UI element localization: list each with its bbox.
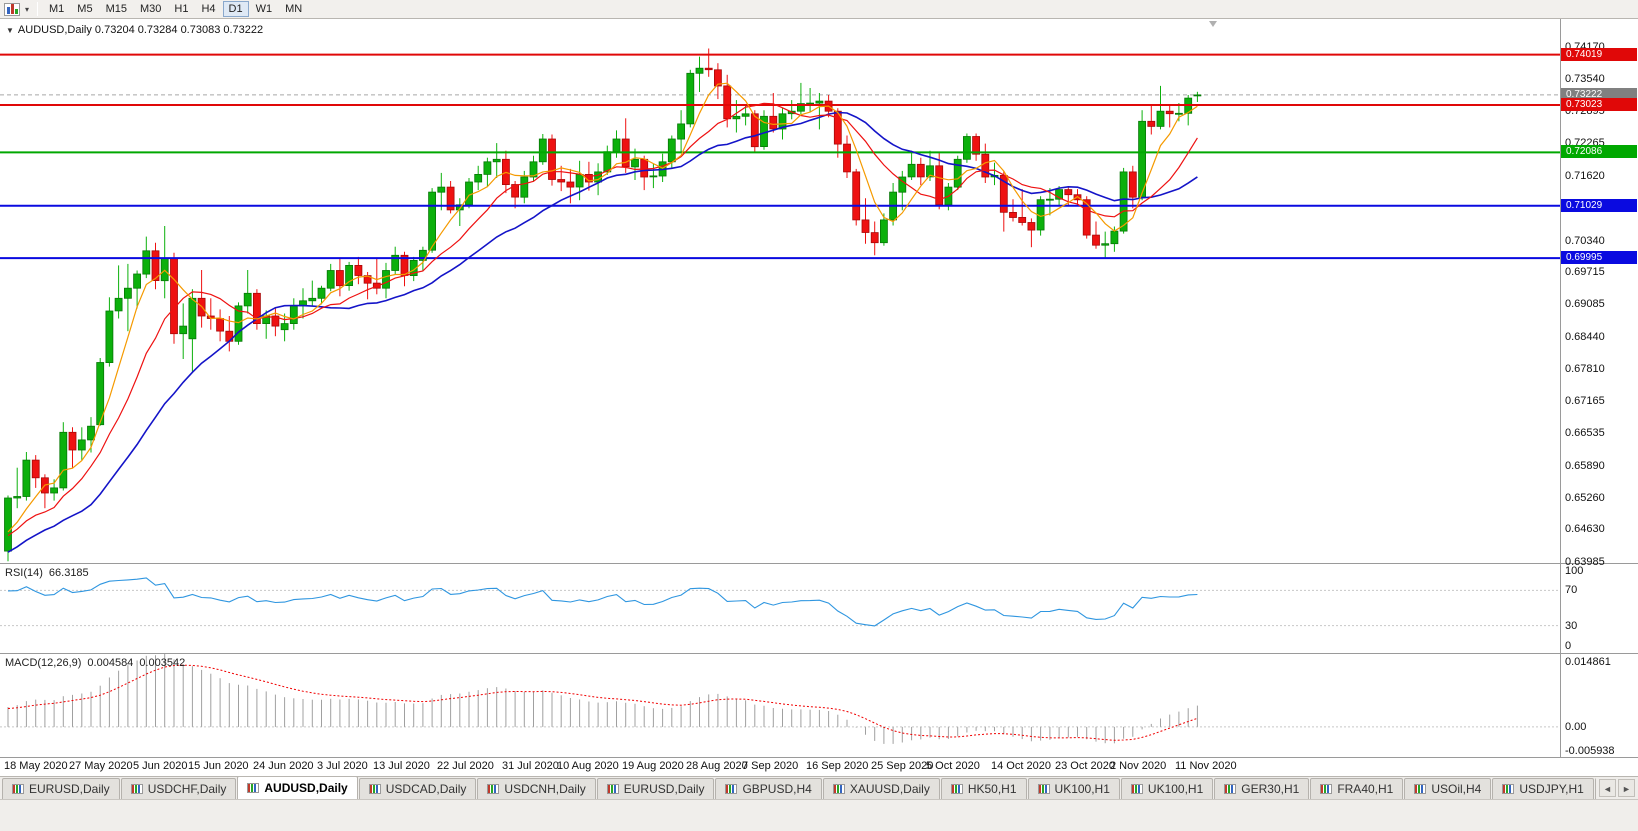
panel-splitter-macd-dates	[0, 757, 1638, 758]
chart-tab-EURUSD-Daily[interactable]: EURUSD,Daily	[2, 778, 120, 799]
chart-tab-icon	[368, 784, 381, 794]
panel-splitter-rsi-macd[interactable]	[0, 653, 1638, 654]
chart-tab-label: XAUUSD,Daily	[849, 782, 930, 796]
macd-signal-value: 0.003542	[139, 657, 186, 669]
chart-tab-icon	[487, 784, 500, 794]
chart-tab-GBPUSD-H4[interactable]: GBPUSD,H4	[715, 778, 822, 799]
rsi-value: 66.3185	[48, 567, 89, 579]
chart-tab-label: UK100,H1	[1054, 782, 1110, 796]
chart-title: ▼ AUDUSD,Daily 0.73204 0.73284 0.73083 0…	[6, 24, 263, 36]
chart-tab-USDJPY-H1[interactable]: USDJPY,H1	[1492, 778, 1594, 799]
chart-tab-label: USOil,H4	[1431, 782, 1482, 796]
chart-tab-USOil-H4[interactable]: USOil,H4	[1404, 778, 1492, 799]
chart-tab-icon	[606, 784, 619, 794]
timeframe-button-M30[interactable]: M30	[139, 3, 162, 15]
time-axis[interactable]	[0, 758, 1560, 776]
timeframe-button-M15[interactable]: M15	[105, 3, 127, 15]
chart-tab-label: GBPUSD,H4	[742, 782, 812, 796]
chart-tab-USDCNH-Daily[interactable]: USDCNH,Daily	[477, 778, 596, 799]
chart-tab-bar: EURUSD,Daily USDCHF,Daily AUDUSD,Daily USDC…	[0, 776, 1638, 799]
rsi-panel[interactable]	[0, 564, 1560, 652]
timeframe-button-M1[interactable]: M1	[49, 3, 65, 15]
chart-tab-icon	[247, 783, 260, 793]
chart-tab-EURUSD-Daily[interactable]: EURUSD,Daily	[596, 778, 715, 799]
chart-tab-icon	[1130, 784, 1143, 794]
price-axis[interactable]	[1561, 19, 1638, 757]
chart-tab-XAUUSD-Daily[interactable]: XAUUSD,Daily	[822, 778, 940, 799]
chart-tab-icon	[1320, 784, 1333, 794]
timeframe-button-D1[interactable]: D1	[222, 1, 249, 17]
chart-tab-icon	[832, 784, 845, 794]
chart-tab-label: GER30,H1	[1241, 782, 1300, 796]
chart-tab-icon	[725, 784, 738, 794]
chart-tab-icon	[1037, 784, 1050, 794]
chart-tab-label: HK50,H1	[967, 782, 1017, 796]
chart-tab-label: USDCNH,Daily	[504, 782, 586, 796]
macd-main-value: 0.004584	[87, 657, 134, 669]
chart-tab-icon	[950, 784, 963, 794]
chart-tab-label: USDJPY,H1	[1519, 782, 1584, 796]
chart-tab-label: AUDUSD,Daily	[264, 781, 348, 795]
chart-tab-icon	[1502, 784, 1515, 794]
chart-tab-label: EURUSD,Daily	[29, 782, 110, 796]
chart-background	[0, 19, 1638, 776]
chart-tab-label: UK100,H1	[1147, 782, 1204, 796]
chart-tab-HK50-H1[interactable]: HK50,H1	[940, 778, 1027, 799]
chart-tab-AUDUSD-Daily[interactable]: AUDUSD,Daily	[237, 777, 358, 799]
timeframe-button-W1[interactable]: W1	[255, 3, 273, 15]
macd-label: MACD(12,26,9) 0.004584 0.003542	[5, 657, 185, 669]
timeframe-group: M1 M5 M15 M30 H1 H4 D1 W1 MN	[43, 1, 308, 17]
chart-tab-GER30-H1[interactable]: GER30,H1	[1214, 778, 1310, 799]
top-toolbar: ▾ M1 M5 M15 M30 H1 H4 D1 W1 MN	[0, 0, 1638, 19]
chart-tab-icon	[130, 784, 143, 794]
timeframe-button-H1[interactable]: H1	[174, 3, 189, 15]
chart-tab-label: EURUSD,Daily	[623, 782, 705, 796]
timeframe-button-MN[interactable]: MN	[285, 3, 303, 15]
tab-scroll-group: ◄ ►	[1596, 777, 1638, 799]
rsi-label: RSI(14) 66.3185	[5, 567, 89, 579]
macd-panel[interactable]	[0, 654, 1560, 756]
timeframe-button-M5[interactable]: M5	[77, 3, 93, 15]
main-chart[interactable]	[0, 19, 1560, 563]
chart-ohlc-text: AUDUSD,Daily 0.73204 0.73284 0.73083 0.7…	[17, 24, 264, 36]
chart-shift-marker-icon	[1209, 21, 1217, 27]
price-axis-separator	[1560, 19, 1561, 757]
chart-tab-UK100-H1[interactable]: UK100,H1	[1120, 778, 1214, 799]
timeframe-button-H4[interactable]: H4	[201, 3, 216, 15]
chart-tab-FRA40-H1[interactable]: FRA40,H1	[1310, 778, 1404, 799]
tab-scroll-right-button[interactable]: ►	[1618, 779, 1635, 797]
charts-toolbar-icon[interactable]	[4, 2, 20, 16]
symbol-dropdown-icon[interactable]: ▼	[6, 25, 14, 35]
chart-tab-label: FRA40,H1	[1337, 782, 1394, 796]
toolbar-separator	[37, 2, 39, 16]
chart-tab-UK100-H1[interactable]: UK100,H1	[1027, 778, 1120, 799]
macd-name: MACD(12,26,9)	[5, 657, 82, 669]
chart-tab-label: USDCAD,Daily	[385, 782, 467, 796]
chart-tab-USDCHF-Daily[interactable]: USDCHF,Daily	[120, 778, 237, 799]
panel-splitter-main-rsi[interactable]	[0, 563, 1638, 564]
chart-tab-icon	[1224, 784, 1237, 794]
chart-tab-icon	[12, 784, 24, 794]
chart-tab-icon	[1414, 784, 1427, 794]
tab-scroll-left-button[interactable]: ◄	[1599, 779, 1616, 797]
status-bar	[0, 799, 1638, 831]
chart-type-dropdown-icon[interactable]: ▾	[25, 4, 30, 14]
chart-tab-USDCAD-Daily[interactable]: USDCAD,Daily	[358, 778, 477, 799]
rsi-name: RSI(14)	[5, 567, 43, 579]
chart-tab-label: USDCHF,Daily	[147, 782, 227, 796]
